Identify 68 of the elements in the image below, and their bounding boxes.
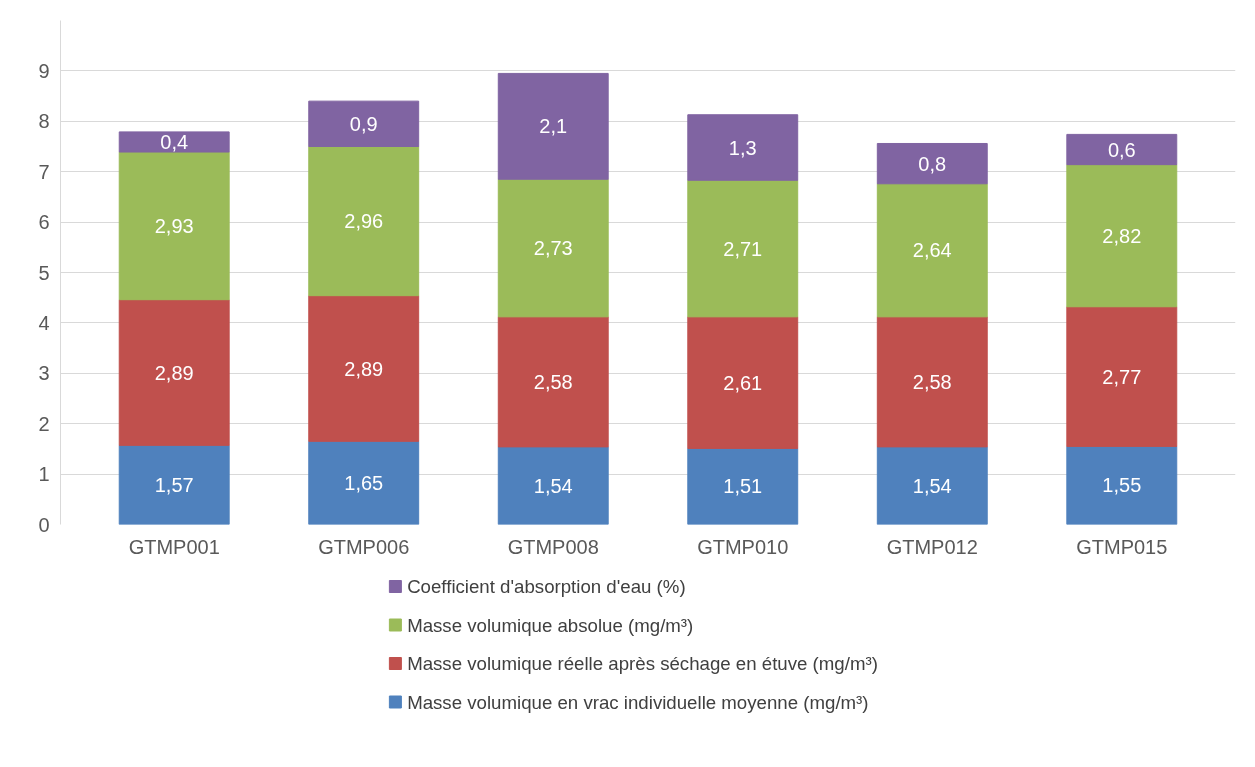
bar [876, 316, 988, 448]
data-label: 2,82 [1102, 224, 1142, 247]
bar [118, 131, 230, 153]
y-tick-label: 3 [38, 362, 50, 385]
data-label: 2,93 [154, 214, 194, 237]
y-tick-label: 0 [38, 513, 50, 536]
data-label: 2,96 [344, 210, 384, 233]
data-label: 2,71 [723, 237, 763, 260]
bar [308, 146, 420, 297]
bar [308, 100, 420, 147]
bar [1066, 133, 1178, 166]
data-label: 1,65 [344, 471, 384, 494]
data-label: 0,8 [918, 152, 947, 175]
bar [308, 295, 420, 442]
y-tick-label: 8 [38, 110, 50, 133]
y-tick-label: 1 [38, 463, 50, 486]
data-label: 2,73 [533, 237, 573, 260]
bar [876, 183, 988, 318]
bar [118, 444, 230, 525]
x-tick-label: GTMP012 [886, 535, 978, 558]
legend-label: Masse volumique en vrac individuelle moyenne (mg/m³) [407, 691, 869, 713]
data-label: 0,6 [1107, 138, 1136, 161]
data-label: 1,51 [723, 475, 763, 498]
data-label: 2,77 [1102, 365, 1142, 388]
bar [876, 446, 988, 525]
y-tick-label: 2 [38, 412, 50, 435]
x-tick-label: GTMP008 [507, 535, 599, 558]
data-label: 2,61 [723, 371, 763, 394]
bar [687, 447, 799, 525]
x-tick-label: GTMP010 [697, 535, 789, 558]
legend-label: Masse volumique absolue (mg/m³) [407, 614, 694, 636]
data-label: 2,1 [539, 115, 568, 138]
bar [118, 299, 230, 446]
data-label: 1,54 [912, 474, 952, 497]
bar [497, 316, 609, 448]
y-tick-label: 4 [38, 311, 50, 334]
bar [687, 316, 799, 449]
bar [308, 440, 420, 525]
bar [1066, 445, 1178, 525]
bar [687, 179, 799, 318]
data-label: 0,9 [349, 112, 378, 135]
bar [876, 142, 988, 185]
data-label: 1,3 [728, 136, 757, 159]
bar [497, 178, 609, 318]
data-label: 1,54 [533, 474, 573, 497]
y-tick-label: 9 [38, 59, 50, 82]
data-label: 2,89 [154, 361, 194, 384]
bar [1066, 306, 1178, 447]
data-label: 2,58 [533, 370, 573, 393]
bar [497, 72, 609, 180]
bar [687, 114, 799, 181]
y-tick-label: 5 [38, 261, 50, 284]
bar [497, 446, 609, 525]
data-label: 2,58 [912, 370, 952, 393]
data-label: 1,57 [154, 473, 194, 496]
x-tick-label: GTMP001 [128, 535, 220, 558]
x-tick-label: GTMP006 [318, 535, 410, 558]
legend-label: Coefficient d'absorption d'eau (%) [407, 576, 686, 597]
bar [1066, 164, 1178, 308]
bar [118, 151, 230, 301]
data-label: 1,55 [1102, 474, 1142, 497]
y-tick-label: 7 [38, 160, 50, 183]
data-label: 2,89 [344, 357, 384, 380]
data-label: 0,4 [160, 130, 189, 153]
y-tick-label: 6 [38, 211, 50, 234]
data-label: 2,64 [912, 239, 952, 262]
legend-label: Masse volumique réelle après séchage en étuve (mg/m³) [407, 653, 878, 674]
x-tick-label: GTMP015 [1076, 535, 1168, 558]
